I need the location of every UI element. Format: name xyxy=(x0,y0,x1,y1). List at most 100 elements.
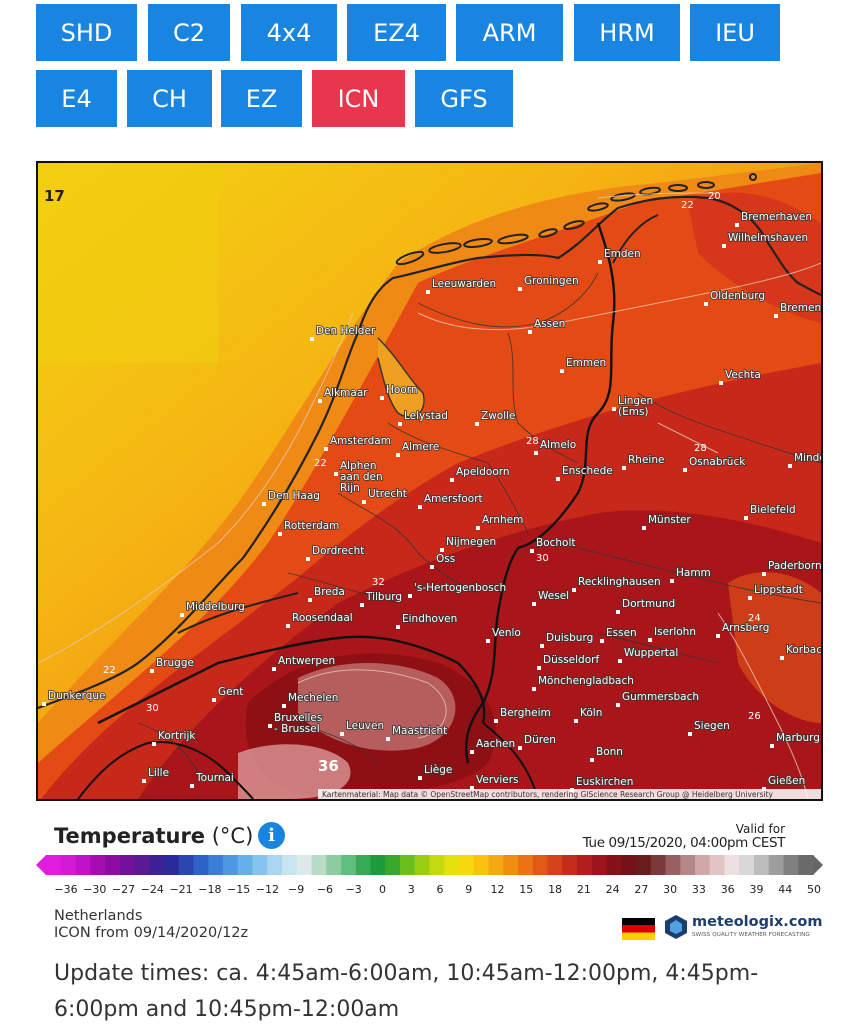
scale-tick-label: −6 xyxy=(317,883,333,896)
city-label-mechelen: Mechelen xyxy=(288,692,338,704)
scale-color-cell xyxy=(208,855,224,875)
city-label-muenster: Münster xyxy=(648,514,691,526)
city-label-s-hertogenbosch: 's-Hertogenbosch xyxy=(414,582,506,594)
city-marker xyxy=(532,602,536,606)
city-marker xyxy=(380,396,384,400)
city-marker xyxy=(150,669,154,673)
scale-color-cell xyxy=(695,855,711,875)
meteologix-logo[interactable]: meteologix.com SWISS QUALITY WEATHER FOR… xyxy=(664,912,822,944)
city-marker xyxy=(476,526,480,530)
scale-color-cell xyxy=(503,855,519,875)
city-label-emden: Emden xyxy=(604,248,641,260)
tab-icn[interactable]: ICN xyxy=(312,70,405,127)
legend-title: Temperature (°C) xyxy=(54,824,253,848)
city-marker xyxy=(180,613,184,617)
city-label-lille: Lille xyxy=(148,767,169,779)
tab-ez[interactable]: EZ xyxy=(221,70,302,127)
city-marker xyxy=(362,500,366,504)
legend-title-unit: (°C) xyxy=(205,824,254,848)
city-marker xyxy=(418,505,422,509)
city-label-groningen: Groningen xyxy=(524,275,579,287)
city-label-gummersbach: Gummersbach xyxy=(622,691,699,703)
city-marker xyxy=(683,468,687,472)
tab-ch[interactable]: CH xyxy=(127,70,212,127)
city-label-alkmaar: Alkmaar xyxy=(324,387,368,399)
scale-color-cell xyxy=(783,855,799,875)
tab-e4[interactable]: E4 xyxy=(36,70,117,127)
scale-color-cell xyxy=(459,855,475,875)
scale-color-cell xyxy=(237,855,254,875)
scale-color-cell xyxy=(429,855,445,875)
tab-ieu[interactable]: IEU xyxy=(690,4,780,61)
city-marker xyxy=(310,337,314,341)
scale-tick-label: 9 xyxy=(465,883,472,896)
meteologix-logo-icon xyxy=(665,915,687,939)
scale-color-cell xyxy=(134,855,150,875)
update-times-text: Update times: ca. 4:45am-6:00am, 10:45am… xyxy=(54,961,759,1022)
valid-for: Valid for Tue 09/15/2020, 04:00pm CEST xyxy=(583,822,786,850)
city-marker xyxy=(642,526,646,530)
temperature-map[interactable]: 22 20 28 28 22 36 30 30 22 26 32 24 17 B… xyxy=(36,161,823,801)
scale-color-cell xyxy=(577,855,593,875)
city-label-marburg: Marburg xyxy=(776,732,820,744)
city-label-oldenburg: Oldenburg xyxy=(710,290,765,302)
city-label-amersfoort: Amersfoort xyxy=(424,493,483,505)
city-label-amsterdam: Amsterdam xyxy=(330,435,391,447)
tab-gfs[interactable]: GFS xyxy=(415,70,513,127)
footer-info: Netherlands ICON from 09/14/2020/12z xyxy=(54,908,248,942)
tab-ez4[interactable]: EZ4 xyxy=(347,4,446,61)
city-label-vechta: Vechta xyxy=(725,369,761,381)
city-label-duesseldorf: Düsseldorf xyxy=(543,654,599,666)
city-label-venlo: Venlo xyxy=(492,627,521,639)
city-marker xyxy=(475,422,479,426)
scale-tick-label: −3 xyxy=(346,883,362,896)
city-label-roosendaal: Roosendaal xyxy=(292,612,353,624)
city-marker xyxy=(278,532,282,536)
city-label-zwolle: Zwolle xyxy=(481,410,516,422)
city-label-rheine: Rheine xyxy=(628,454,664,466)
city-marker xyxy=(572,588,576,592)
tab-4x4[interactable]: 4x4 xyxy=(241,4,337,61)
info-icon[interactable]: i xyxy=(258,822,285,849)
city-label-maastricht: Maastricht xyxy=(392,725,447,737)
tab-label: IEU xyxy=(715,18,755,47)
scale-color-cell xyxy=(444,855,460,875)
city-label-eindhoven: Eindhoven xyxy=(402,613,457,625)
scale-tick-label: −15 xyxy=(227,883,250,896)
tab-hrm[interactable]: HRM xyxy=(574,4,680,61)
tab-c2[interactable]: C2 xyxy=(148,4,230,61)
scale-color-cell xyxy=(591,855,608,875)
scale-color-cell xyxy=(768,855,785,875)
city-marker xyxy=(716,634,720,638)
scale-color-cell xyxy=(518,855,534,875)
scale-color-cell xyxy=(709,855,726,875)
map-attribution: Kartenmaterial: Map data © OpenStreetMap… xyxy=(322,790,774,799)
city-marker xyxy=(306,557,310,561)
city-marker xyxy=(486,639,490,643)
city-marker xyxy=(272,667,276,671)
city-label-lippstadt: Lippstadt xyxy=(754,584,803,596)
scale-tick-label: 30 xyxy=(663,883,677,896)
city-label-recklinghausen: Recklinghausen xyxy=(578,576,661,588)
city-marker xyxy=(334,472,338,476)
city-marker xyxy=(688,732,692,736)
city-marker xyxy=(408,594,412,598)
city-marker xyxy=(262,502,266,506)
tab-label: ARM xyxy=(482,18,537,47)
tab-label: ICN xyxy=(337,84,380,113)
city-label-siegen: Siegen xyxy=(694,720,730,732)
isotherm-label: 36 xyxy=(318,757,339,775)
tab-arm[interactable]: ARM xyxy=(456,4,563,61)
tab-shd[interactable]: SHD xyxy=(36,4,137,61)
city-marker xyxy=(534,451,538,455)
scale-color-cell xyxy=(252,855,268,875)
city-marker xyxy=(286,624,290,628)
scale-color-cell xyxy=(400,855,416,875)
scale-color-cell xyxy=(149,855,165,875)
city-marker xyxy=(340,732,344,736)
city-marker xyxy=(762,572,766,576)
germany-flag-icon xyxy=(622,918,655,940)
city-marker xyxy=(704,302,708,306)
city-marker xyxy=(528,330,532,334)
city-label-dortmund: Dortmund xyxy=(622,598,675,610)
